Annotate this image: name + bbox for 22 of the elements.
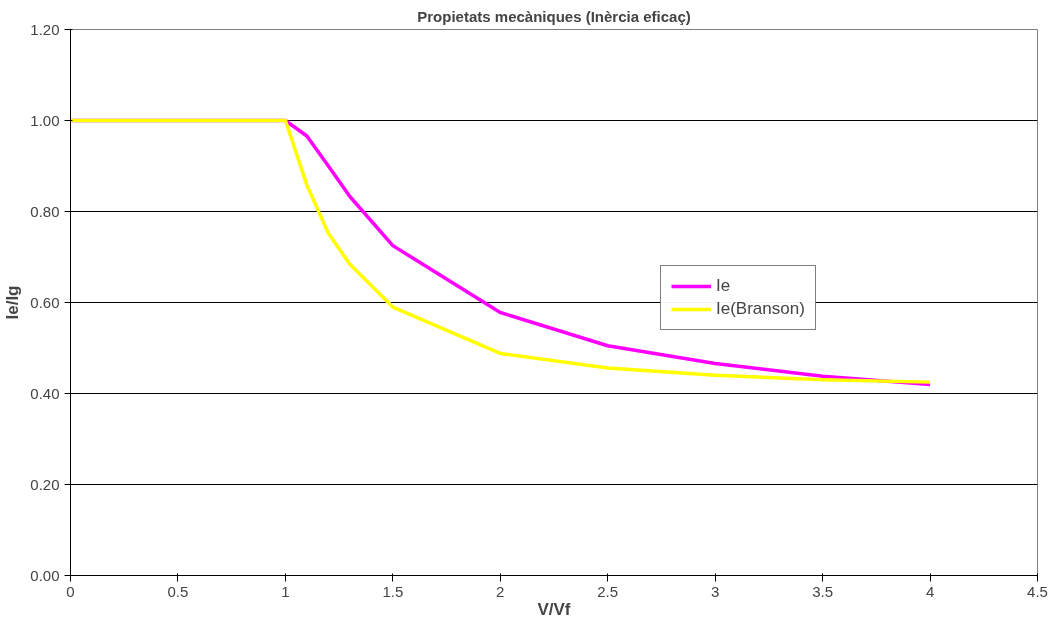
x-tick-label: 4	[925, 582, 935, 600]
x-axis-title: V/Vf	[537, 599, 571, 619]
x-tick-label: 0.5	[167, 582, 189, 600]
x-tick-label: 0	[66, 582, 75, 600]
chart-title: Propietats mecàniques (Inèrcia eficaç)	[417, 7, 691, 25]
y-tick-label: 0.00	[30, 566, 60, 584]
y-axis-title: Ie/Ig	[3, 285, 23, 320]
y-tick-label: 0.40	[30, 384, 60, 402]
x-tick-label: 3.5	[812, 582, 834, 600]
x-tick-label: 1.5	[382, 582, 404, 600]
legend-label: Ie(Branson)	[716, 299, 805, 319]
y-tick-label: 0.20	[30, 475, 60, 493]
y-tick-label: 0.60	[30, 293, 60, 311]
y-tick-label: 0.80	[30, 202, 60, 220]
x-tick-label: 2	[496, 582, 505, 600]
x-tick-label: 3	[711, 582, 720, 600]
x-tick-label: 1	[281, 582, 290, 600]
x-tick-label: 4.5	[1027, 582, 1048, 600]
y-tick-label: 1.00	[30, 111, 60, 129]
y-tick-label: 1.20	[30, 20, 60, 38]
x-tick-label: 2.5	[597, 582, 619, 600]
legend-label: Ie	[716, 276, 732, 296]
